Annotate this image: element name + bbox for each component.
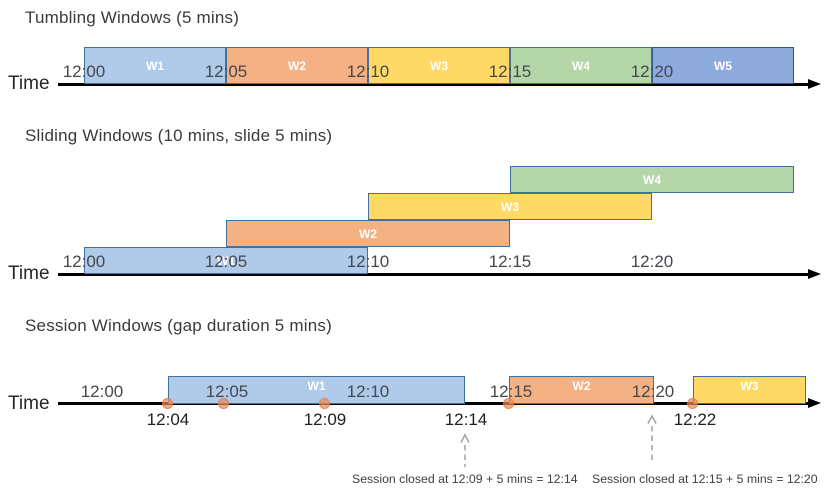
tumbling-tick-12-15: 12:15 [488, 62, 532, 81]
sliding-window-w3-label: W3 [501, 199, 519, 214]
session-time-axis-label: Time [8, 393, 50, 414]
sliding-title: Sliding Windows (10 mins, slide 5 mins) [25, 126, 333, 145]
session-close-arrow-1-icon [460, 433, 470, 467]
session-window-w1: W1 [168, 376, 465, 404]
sliding-window-w4-label: W4 [643, 172, 661, 187]
event-dot-12-09 [319, 398, 330, 409]
sliding-window-w4: W4 [510, 166, 794, 193]
sliding-tick-12-20: 12:20 [630, 252, 674, 271]
sliding-tick-12-05: 12:05 [204, 252, 248, 271]
tumbling-window-w4-label: W4 [572, 58, 590, 73]
sliding-timeline [58, 273, 810, 276]
tumbling-window-w3-label: W3 [430, 58, 448, 73]
sliding-tick-12-15: 12:15 [488, 252, 532, 271]
session-timeline-arrowhead-icon [808, 398, 821, 408]
session-tick-12-00: 12:00 [80, 382, 124, 401]
tumbling-window-w4: W4 [510, 47, 652, 84]
session-tick-12-10: 12:10 [346, 382, 390, 401]
session-window-w1-label: W1 [307, 379, 326, 393]
sliding-time-axis-label: Time [8, 263, 50, 284]
tumbling-window-w5: W5 [652, 47, 794, 84]
session-close-note-1: Session closed at 12:09 + 5 mins = 12:14 [352, 472, 578, 486]
sliding-window-w2-label: W2 [359, 226, 377, 241]
sliding-window-w1-label: W1 [217, 253, 235, 268]
tumbling-window-w2-label: W2 [288, 58, 306, 73]
tumbling-window-w1: W1 [84, 47, 226, 84]
tumbling-tick-12-10: 12:10 [346, 62, 390, 81]
sliding-window-w1: W1 [84, 247, 368, 274]
sliding-timeline-arrowhead-icon [808, 269, 821, 279]
session-close-arrow-2-icon [647, 414, 657, 460]
tumbling-timeline [58, 83, 810, 86]
tumbling-time-axis-label: Time [8, 73, 50, 94]
event-dot-12-05 [218, 398, 229, 409]
sliding-tick-12-10: 12:10 [346, 252, 390, 271]
tumbling-window-w2: W2 [226, 47, 368, 84]
session-close-note-2: Session closed at 12:15 + 5 mins = 12:20 [592, 472, 818, 486]
event-dot-12-04 [162, 398, 173, 409]
tumbling-tick-12-05: 12:05 [204, 62, 248, 81]
sliding-window-w3: W3 [368, 193, 652, 220]
session-window-w3: W3 [693, 376, 806, 404]
event-dot-12-22 [687, 398, 698, 409]
event-label-12-09: 12:09 [303, 410, 347, 429]
event-label-12-04: 12:04 [146, 410, 190, 429]
session-tick-12-05: 12:05 [205, 382, 249, 401]
tumbling-tick-12-20: 12:20 [630, 62, 674, 81]
session-tick-12-15: 12:15 [489, 382, 533, 401]
sliding-tick-12-00: 12:00 [62, 252, 106, 271]
tumbling-window-w1-label: W1 [146, 58, 164, 73]
sliding-window-w2: W2 [226, 220, 510, 247]
tumbling-timeline-arrowhead-icon [808, 79, 821, 89]
tumbling-tick-12-00: 12:00 [62, 62, 106, 81]
tumbling-window-w3: W3 [368, 47, 510, 84]
event-label-12-14: 12:14 [444, 410, 488, 429]
session-title: Session Windows (gap duration 5 mins) [25, 316, 332, 335]
session-window-w3-label: W3 [740, 379, 759, 393]
session-window-w2-label: W2 [572, 379, 591, 393]
event-label-12-22: 12:22 [673, 410, 717, 429]
tumbling-title: Tumbling Windows (5 mins) [25, 8, 240, 27]
session-window-w2: W2 [509, 376, 654, 404]
session-tick-12-20: 12:20 [631, 382, 675, 401]
event-dot-12-15 [503, 398, 514, 409]
tumbling-window-w5-label: W5 [714, 58, 732, 73]
